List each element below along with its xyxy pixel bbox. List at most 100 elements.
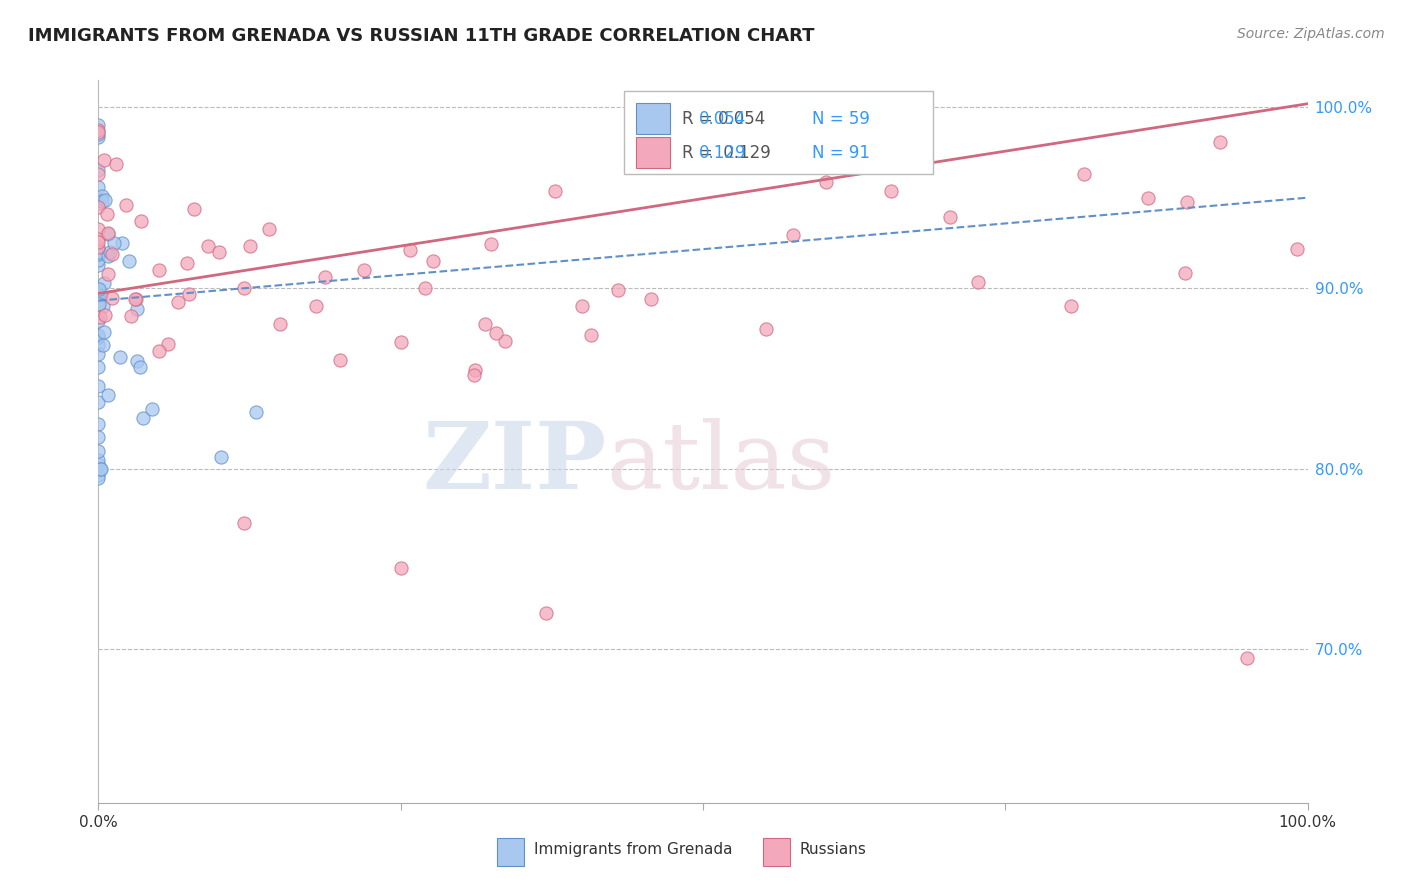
Point xyxy=(87,123,110,137)
Point xyxy=(329,353,352,368)
Point xyxy=(87,127,110,141)
Point xyxy=(87,300,110,314)
Point xyxy=(91,188,114,202)
Point xyxy=(1236,651,1258,665)
Point xyxy=(880,184,903,198)
Point xyxy=(111,235,134,250)
Text: N = 91: N = 91 xyxy=(811,144,870,161)
Point xyxy=(87,235,110,249)
Point xyxy=(579,328,602,343)
Text: 0.129: 0.129 xyxy=(699,144,747,161)
Point xyxy=(87,430,110,444)
Point xyxy=(94,308,117,322)
Point xyxy=(485,326,508,341)
Bar xyxy=(763,838,790,865)
Point xyxy=(782,228,804,243)
Point xyxy=(94,194,117,208)
Point xyxy=(101,292,124,306)
Point xyxy=(97,388,120,402)
Point xyxy=(463,368,485,382)
Point xyxy=(87,167,110,181)
Point xyxy=(87,330,110,344)
Point xyxy=(87,246,110,260)
Point xyxy=(89,297,111,311)
Point xyxy=(305,299,328,313)
Point xyxy=(87,195,110,210)
Point xyxy=(87,452,110,467)
Point xyxy=(87,293,110,308)
Text: R =  0.129: R = 0.129 xyxy=(682,144,772,161)
Point xyxy=(544,184,567,198)
Point xyxy=(87,328,110,343)
Point xyxy=(148,344,170,359)
Point xyxy=(1174,266,1197,280)
Point xyxy=(108,350,131,364)
Point xyxy=(90,461,112,475)
Point xyxy=(148,263,170,277)
Point xyxy=(91,299,114,313)
Point xyxy=(87,314,110,328)
Point xyxy=(177,286,200,301)
Point xyxy=(87,200,110,214)
Point xyxy=(1073,167,1095,181)
Point xyxy=(87,443,110,458)
Point xyxy=(534,606,557,620)
Point xyxy=(606,284,628,298)
Point xyxy=(89,282,111,296)
Point xyxy=(97,267,120,281)
Point xyxy=(125,292,148,306)
Point xyxy=(129,214,152,228)
Point xyxy=(1286,242,1309,256)
Point xyxy=(87,232,110,246)
Point xyxy=(1060,299,1083,313)
Point xyxy=(474,317,496,331)
Point xyxy=(87,417,110,431)
Point xyxy=(87,124,110,138)
Point xyxy=(183,202,205,217)
Text: R = 0.054: R = 0.054 xyxy=(682,110,766,128)
Point xyxy=(413,281,436,295)
Point xyxy=(104,157,127,171)
Point xyxy=(422,254,444,268)
Point xyxy=(1136,191,1159,205)
Point xyxy=(87,338,110,352)
Text: IMMIGRANTS FROM GRENADA VS RUSSIAN 11TH GRADE CORRELATION CHART: IMMIGRANTS FROM GRENADA VS RUSSIAN 11TH … xyxy=(28,27,814,45)
Point xyxy=(399,243,422,257)
Point xyxy=(479,236,502,251)
Bar xyxy=(637,136,671,169)
Point xyxy=(90,288,112,302)
Point xyxy=(87,258,110,272)
Text: 0.054: 0.054 xyxy=(699,110,747,128)
Point xyxy=(132,410,155,425)
Point xyxy=(97,227,120,241)
Point xyxy=(93,325,115,339)
Text: atlas: atlas xyxy=(606,418,835,508)
Point xyxy=(98,244,121,259)
Point xyxy=(91,338,114,352)
Point xyxy=(494,334,516,349)
Point xyxy=(755,322,778,336)
Point xyxy=(814,174,837,188)
Point xyxy=(209,450,232,465)
Point xyxy=(87,378,110,392)
Point xyxy=(91,194,114,208)
Point xyxy=(87,347,110,361)
Bar xyxy=(637,103,671,135)
Point xyxy=(87,130,110,145)
Point xyxy=(389,335,412,350)
Point xyxy=(967,275,990,289)
Point xyxy=(353,263,375,277)
Point xyxy=(125,301,148,316)
Point xyxy=(96,207,118,221)
Point xyxy=(87,282,110,296)
Point xyxy=(87,468,110,483)
Point xyxy=(232,516,254,530)
Point xyxy=(239,239,262,253)
Point xyxy=(87,193,110,207)
FancyBboxPatch shape xyxy=(624,91,932,174)
Point xyxy=(87,287,110,301)
Text: N = 59: N = 59 xyxy=(811,110,870,128)
Point xyxy=(939,210,962,224)
Point xyxy=(1209,135,1232,149)
Point xyxy=(87,470,110,484)
